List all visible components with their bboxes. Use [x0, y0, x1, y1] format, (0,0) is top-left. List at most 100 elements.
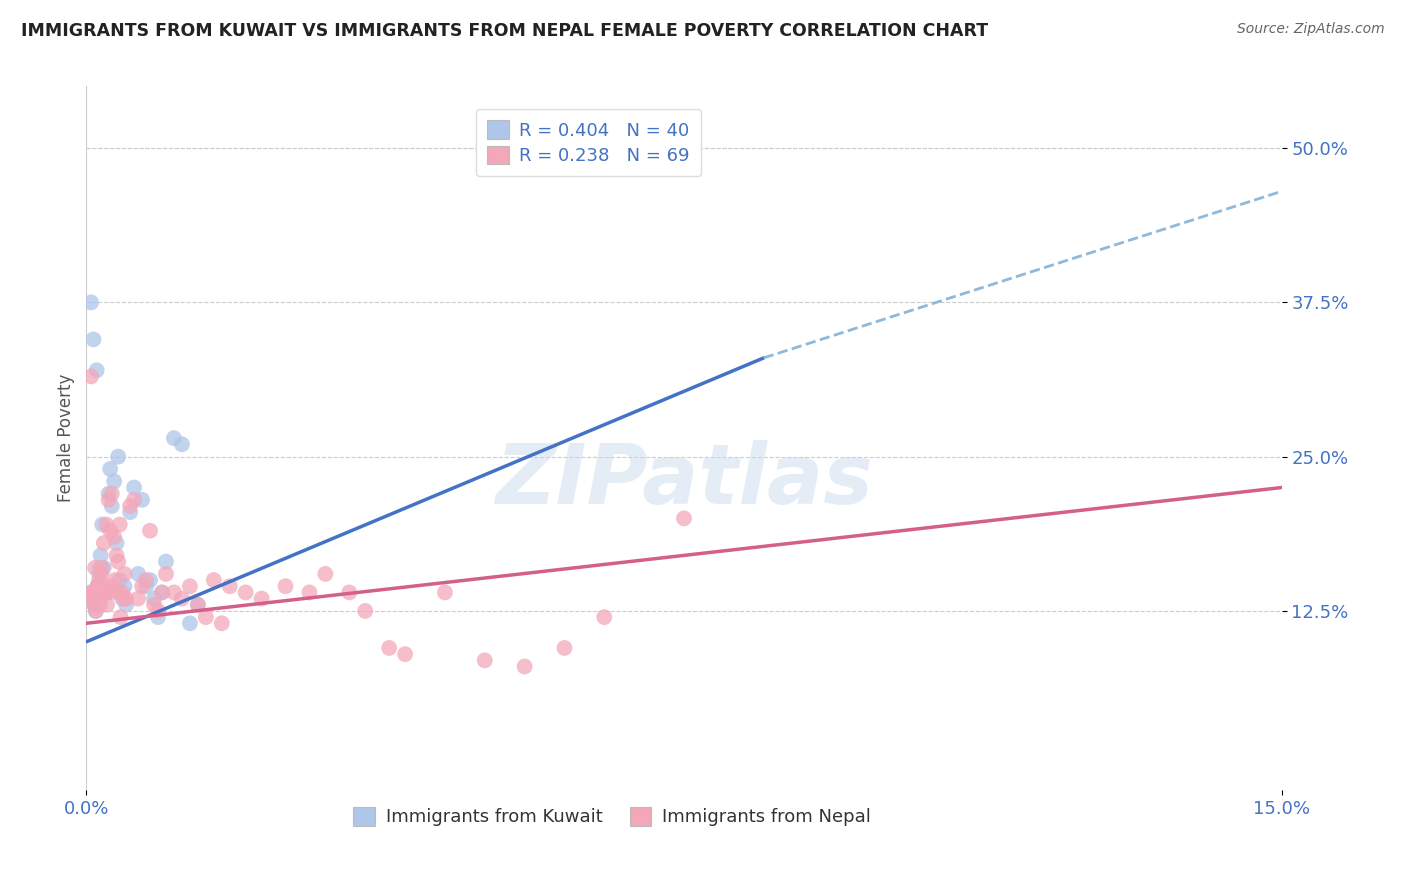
Point: [170, 591, 193, 606]
Point: [122, 481, 145, 495]
Point: [103, 475, 125, 489]
Point: [82, 585, 104, 599]
Point: [337, 585, 360, 599]
Point: [314, 566, 336, 581]
Point: [235, 585, 257, 599]
Point: [104, 573, 127, 587]
Point: [90, 549, 112, 563]
Point: [120, 499, 142, 513]
Point: [82, 585, 104, 599]
Point: [101, 499, 124, 513]
Text: ZIPatlas: ZIPatlas: [495, 440, 873, 521]
Point: [97, 486, 120, 500]
Point: [96, 517, 118, 532]
Point: [96, 585, 118, 599]
Point: [354, 604, 377, 618]
Point: [250, 591, 273, 606]
Point: [115, 591, 138, 606]
Legend: Immigrants from Kuwait, Immigrants from Nepal: Immigrants from Kuwait, Immigrants from …: [346, 800, 879, 834]
Point: [131, 579, 153, 593]
Point: [179, 579, 201, 593]
Point: [163, 431, 186, 445]
Point: [84, 604, 107, 618]
Point: [672, 511, 695, 525]
Point: [672, 135, 695, 149]
Point: [83, 598, 105, 612]
Point: [553, 640, 575, 655]
Point: [83, 598, 105, 612]
Point: [202, 573, 225, 587]
Point: [114, 566, 136, 581]
Point: [394, 647, 416, 661]
Point: [139, 524, 162, 538]
Point: [87, 566, 110, 581]
Point: [179, 616, 201, 631]
Point: [378, 640, 401, 655]
Point: [103, 530, 125, 544]
Point: [170, 437, 193, 451]
Point: [115, 598, 138, 612]
Point: [122, 492, 145, 507]
Point: [112, 591, 135, 606]
Point: [187, 598, 209, 612]
Point: [105, 536, 128, 550]
Point: [96, 598, 118, 612]
Point: [155, 555, 177, 569]
Point: [86, 579, 108, 593]
Point: [211, 616, 233, 631]
Text: Source: ZipAtlas.com: Source: ZipAtlas.com: [1237, 22, 1385, 37]
Point: [111, 591, 134, 606]
Point: [80, 295, 103, 310]
Point: [93, 585, 115, 599]
Point: [82, 591, 104, 606]
Point: [93, 560, 115, 574]
Point: [86, 363, 108, 377]
Point: [90, 591, 112, 606]
Point: [105, 549, 128, 563]
Point: [91, 560, 114, 574]
Point: [79, 591, 101, 606]
Point: [107, 555, 129, 569]
Point: [110, 610, 132, 624]
Point: [97, 492, 120, 507]
Text: IMMIGRANTS FROM KUWAIT VS IMMIGRANTS FROM NEPAL FEMALE POVERTY CORRELATION CHART: IMMIGRANTS FROM KUWAIT VS IMMIGRANTS FRO…: [21, 22, 988, 40]
Point: [84, 604, 107, 618]
Point: [146, 604, 169, 618]
Point: [135, 573, 157, 587]
Point: [163, 585, 186, 599]
Point: [101, 486, 124, 500]
Point: [127, 566, 149, 581]
Point: [98, 585, 121, 599]
Point: [146, 610, 169, 624]
Point: [91, 585, 114, 599]
Point: [150, 585, 173, 599]
Point: [274, 579, 297, 593]
Point: [87, 579, 110, 593]
Point: [84, 560, 107, 574]
Point: [593, 610, 616, 624]
Point: [98, 462, 121, 476]
Point: [91, 517, 114, 532]
Point: [155, 566, 177, 581]
Point: [114, 579, 136, 593]
Point: [135, 579, 157, 593]
Point: [150, 585, 173, 599]
Point: [143, 598, 166, 612]
Point: [139, 573, 162, 587]
Point: [82, 332, 104, 346]
Point: [98, 524, 121, 538]
Y-axis label: Female Poverty: Female Poverty: [58, 374, 75, 502]
Point: [474, 653, 496, 667]
Point: [143, 591, 166, 606]
Point: [79, 585, 101, 599]
Point: [90, 566, 112, 581]
Point: [105, 585, 128, 599]
Point: [131, 492, 153, 507]
Point: [111, 585, 134, 599]
Point: [87, 573, 110, 587]
Point: [93, 536, 115, 550]
Point: [120, 505, 142, 519]
Point: [513, 659, 536, 673]
Point: [86, 579, 108, 593]
Point: [86, 585, 108, 599]
